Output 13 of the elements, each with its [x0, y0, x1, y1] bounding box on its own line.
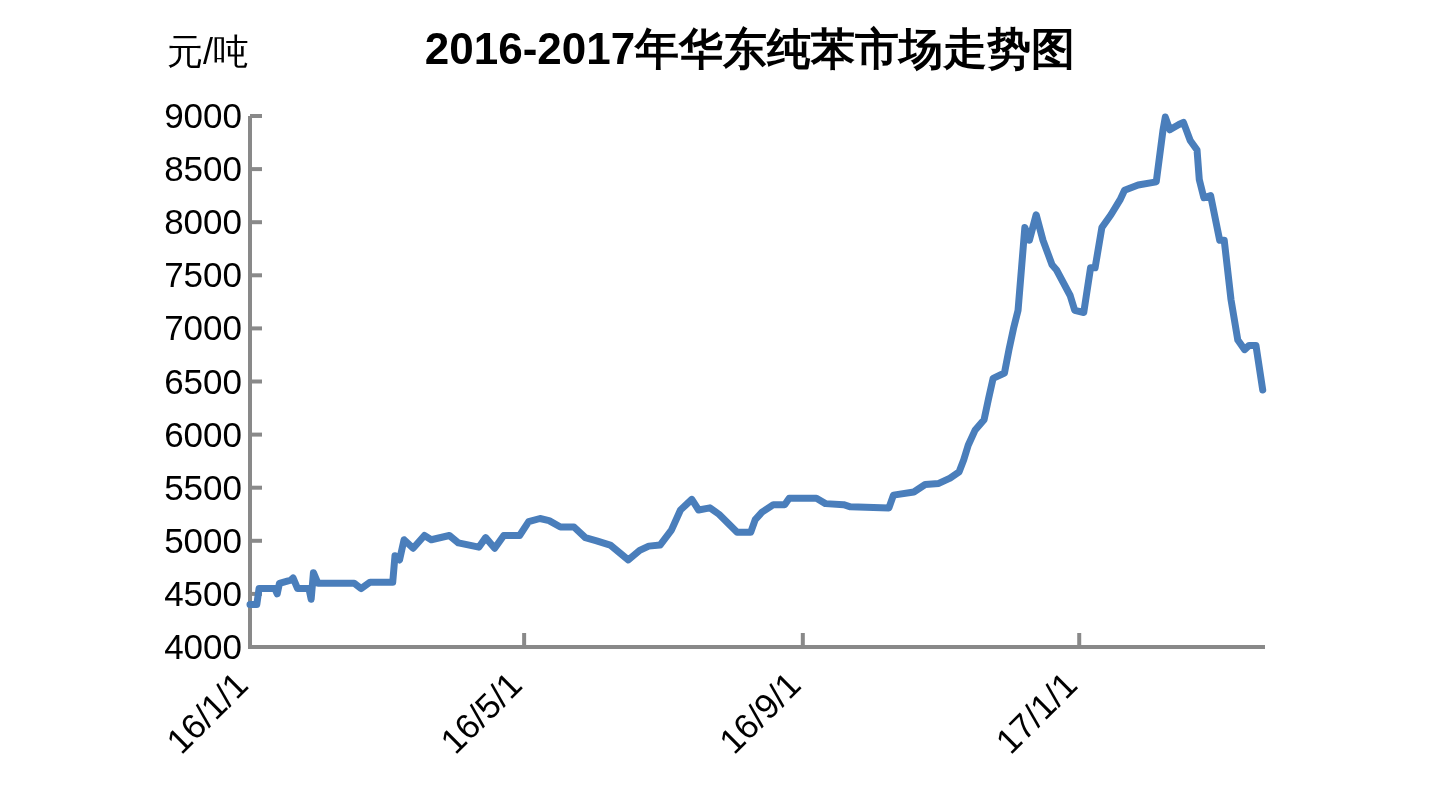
- ytick: 5000: [164, 520, 242, 560]
- ytick: 6000: [164, 414, 242, 454]
- ytick: 5500: [164, 467, 242, 507]
- ylabel: 元/吨: [167, 31, 249, 72]
- ytick: 7000: [164, 308, 242, 348]
- ytick: 9000: [164, 96, 242, 135]
- ytick: 7500: [164, 255, 242, 295]
- ytick: 4000: [164, 627, 242, 666]
- ytick: 6500: [164, 361, 242, 401]
- ytick: 4500: [164, 573, 242, 613]
- title: 2016-2017年华东纯苯市场走势图: [424, 24, 1076, 73]
- ytick: 8000: [164, 202, 242, 242]
- ytick: 8500: [164, 149, 242, 189]
